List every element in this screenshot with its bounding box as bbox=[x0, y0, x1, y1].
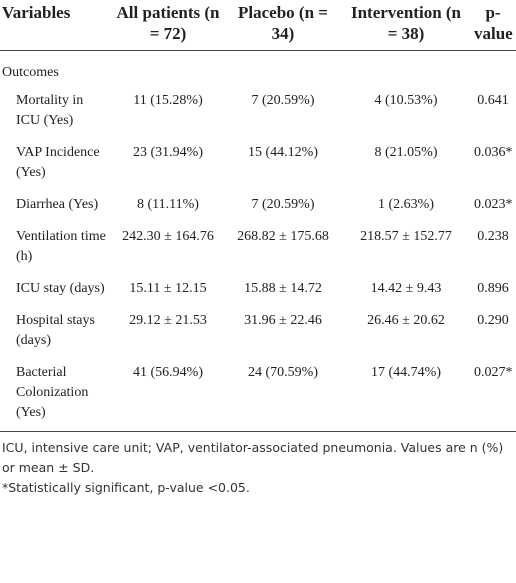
table-cell: 7 (20.59%) bbox=[251, 93, 315, 108]
table-cell: 0.027* bbox=[474, 365, 513, 380]
table-cell: 29.12 ± 21.53 bbox=[129, 313, 207, 328]
table-row: Hospital stays (days) 29.12 ± 21.53 31.96 … bbox=[0, 305, 516, 357]
header-row: Variables All patients (n = 72) Placebo (n… bbox=[0, 0, 516, 51]
header-cell: All patients (n = 72) bbox=[116, 3, 220, 43]
footnote: ICU, intensive care unit; VAP, ventilato… bbox=[2, 440, 504, 475]
table-cell: 0.036* bbox=[474, 145, 513, 160]
table-row: Ventilation time (h) 242.30 ± 164.76 268.8… bbox=[0, 221, 516, 273]
header-cell: Intervention (n = 38) bbox=[350, 3, 462, 43]
table-cell: 8 (21.05%) bbox=[374, 145, 438, 160]
table-cell: 15.88 ± 14.72 bbox=[244, 281, 322, 296]
table-cell: 11 (15.28%) bbox=[133, 93, 203, 108]
section-row: Outcomes bbox=[0, 51, 516, 86]
table-cell: 31.96 ± 22.46 bbox=[244, 313, 322, 328]
table-cell: 0.896 bbox=[477, 281, 509, 296]
table-cell: 0.023* bbox=[474, 197, 513, 212]
table-cell: 0.238 bbox=[477, 229, 509, 244]
row-label: Ventilation time (h) bbox=[16, 229, 106, 264]
table-cell: 15 (44.12%) bbox=[248, 145, 318, 160]
table-cell: 242.30 ± 164.76 bbox=[122, 229, 214, 244]
table-cell: 7 (20.59%) bbox=[251, 197, 315, 212]
row-label: ICU stay (days) bbox=[16, 281, 105, 296]
footnotes: ICU, intensive care unit; VAP, ventilato… bbox=[0, 432, 516, 498]
header-cell: Variables bbox=[2, 3, 71, 22]
table-cell: 4 (10.53%) bbox=[374, 93, 438, 108]
table-cell: 0.290 bbox=[477, 313, 509, 328]
table-cell: 41 (56.94%) bbox=[133, 365, 203, 380]
table-body: Outcomes Mortality in ICU (Yes) 11 (15.28%… bbox=[0, 51, 516, 432]
table-row: VAP Incidence (Yes) 23 (31.94%) 15 (44.12%… bbox=[0, 137, 516, 189]
table-row: Bacterial Colonization (Yes) 41 (56.94%) 2… bbox=[0, 357, 516, 432]
footnote: *Statistically significant, p-value <0.0… bbox=[2, 480, 250, 495]
table-cell: 218.57 ± 152.77 bbox=[360, 229, 452, 244]
table-cell: 23 (31.94%) bbox=[133, 145, 203, 160]
table-row: Mortality in ICU (Yes) 11 (15.28%) 7 (20.5… bbox=[0, 85, 516, 137]
header-cell: Placebo (n = 34) bbox=[238, 3, 328, 43]
table-cell: 1 (2.63%) bbox=[378, 197, 434, 212]
row-label: Mortality in ICU (Yes) bbox=[16, 93, 84, 128]
table-row: Diarrhea (Yes) 8 (11.11%) 7 (20.59%) 1 (2.6… bbox=[0, 189, 516, 221]
table-cell: 8 (11.11%) bbox=[137, 197, 199, 212]
header-cell: p-value bbox=[474, 3, 513, 43]
row-label: Hospital stays (days) bbox=[16, 313, 95, 348]
table-cell: 26.46 ± 20.62 bbox=[367, 313, 445, 328]
table-cell: 15.11 ± 12.15 bbox=[129, 281, 207, 296]
section-label: Outcomes bbox=[2, 65, 59, 80]
table-cell: 24 (70.59%) bbox=[248, 365, 318, 380]
row-label: VAP Incidence (Yes) bbox=[16, 145, 100, 180]
row-label: Diarrhea (Yes) bbox=[16, 197, 99, 212]
table-row: ICU stay (days) 15.11 ± 12.15 15.88 ± 14.7… bbox=[0, 273, 516, 305]
table-header: Variables All patients (n = 72) Placebo (n… bbox=[0, 0, 516, 51]
table-cell: 17 (44.74%) bbox=[371, 365, 441, 380]
table-cell: 268.82 ± 175.68 bbox=[237, 229, 329, 244]
row-label: Bacterial Colonization (Yes) bbox=[16, 365, 89, 420]
data-table: Variables All patients (n = 72) Placebo (n… bbox=[0, 0, 516, 432]
table-cell: 0.641 bbox=[477, 93, 509, 108]
table-cell: 14.42 ± 9.43 bbox=[370, 281, 442, 296]
